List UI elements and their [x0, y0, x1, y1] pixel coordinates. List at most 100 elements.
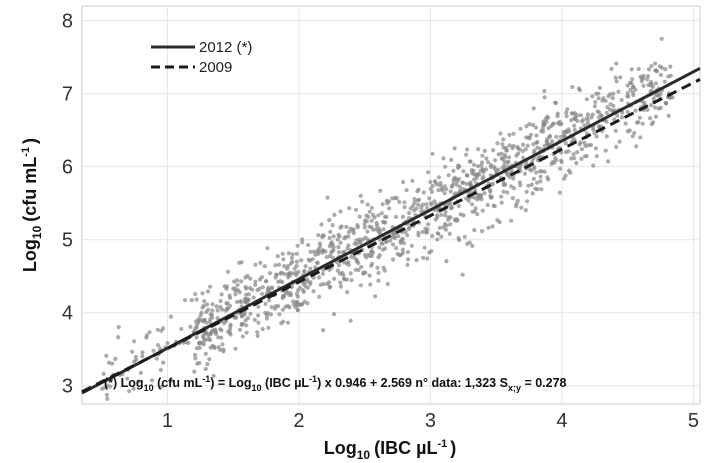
data-point: [256, 320, 261, 325]
data-point: [592, 104, 598, 109]
data-point: [412, 200, 417, 205]
data-point: [317, 275, 322, 280]
data-point: [620, 115, 625, 120]
data-point: [101, 371, 106, 376]
data-point: [466, 198, 471, 203]
data-point: [405, 250, 411, 255]
data-point: [642, 100, 647, 106]
data-point: [116, 335, 121, 340]
data-point: [233, 346, 238, 351]
data-point: [179, 326, 184, 332]
data-point: [421, 190, 426, 195]
data-point: [203, 366, 208, 372]
data-point: [213, 331, 219, 336]
data-point: [235, 299, 240, 305]
data-point: [362, 252, 367, 258]
data-point: [596, 96, 601, 101]
data-point: [507, 155, 512, 160]
data-point: [170, 378, 175, 383]
data-point: [564, 114, 569, 119]
regression-line-1: [81, 78, 701, 394]
regression-equation: (*) Log10 (cfu mL-1) = Log10 (IBC µL-1) …: [104, 374, 567, 393]
data-point: [414, 258, 419, 263]
y-tick-label: 3: [62, 376, 73, 398]
data-point: [416, 202, 421, 207]
data-point: [331, 312, 337, 317]
data-point: [301, 289, 306, 294]
data-point: [563, 141, 568, 146]
data-point: [327, 218, 332, 223]
data-point: [407, 210, 412, 216]
data-point: [397, 199, 402, 204]
data-point: [202, 331, 207, 336]
data-point: [368, 282, 373, 287]
data-point: [505, 160, 510, 165]
data-point: [372, 215, 377, 220]
data-point: [140, 350, 145, 355]
data-point: [630, 90, 636, 95]
data-point: [369, 205, 374, 210]
data-point: [646, 67, 652, 72]
data-point: [306, 242, 311, 248]
data-point: [102, 385, 108, 390]
data-point: [613, 75, 618, 80]
data-point: [188, 324, 193, 329]
data-point: [200, 291, 205, 296]
data-point: [570, 84, 575, 90]
data-point: [308, 266, 313, 271]
data-point: [649, 81, 654, 87]
data-point: [482, 148, 487, 153]
data-point: [645, 77, 650, 82]
data-point: [320, 271, 325, 276]
data-point: [264, 316, 270, 321]
data-point: [464, 181, 469, 186]
data-point: [292, 266, 297, 271]
data-point: [285, 320, 291, 325]
data-point: [471, 195, 477, 200]
data-point: [656, 106, 661, 111]
data-point: [242, 312, 247, 317]
data-point: [210, 308, 215, 313]
data-point: [531, 176, 537, 181]
data-point: [625, 91, 630, 96]
data-point: [108, 384, 113, 389]
data-point: [572, 123, 577, 128]
data-point: [233, 314, 238, 319]
data-point: [136, 379, 141, 384]
data-point: [335, 237, 340, 242]
data-point: [200, 341, 205, 346]
data-point: [364, 219, 369, 224]
data-point: [158, 367, 163, 372]
data-point: [269, 286, 274, 291]
x-tick-label: 2: [293, 410, 304, 432]
grid: [82, 6, 700, 404]
data-point: [542, 88, 547, 94]
data-point: [197, 360, 202, 366]
data-point: [632, 130, 637, 136]
data-point: [441, 156, 446, 161]
data-point: [535, 180, 540, 185]
data-point: [293, 304, 298, 309]
data-point: [569, 111, 574, 116]
data-point: [378, 228, 383, 233]
data-point: [530, 122, 536, 127]
data-point: [110, 361, 115, 366]
data-point: [207, 319, 212, 325]
data-point: [557, 190, 562, 195]
data-point: [203, 337, 208, 342]
data-point: [579, 156, 584, 161]
data-point: [491, 148, 496, 153]
data-point: [619, 97, 624, 103]
data-point: [161, 360, 166, 365]
data-point: [448, 189, 453, 194]
data-point: [412, 196, 417, 202]
data-point: [303, 264, 308, 269]
data-point: [327, 267, 332, 272]
data-point: [237, 260, 242, 265]
data-point: [244, 323, 249, 328]
data-point: [367, 209, 372, 214]
data-point: [482, 191, 487, 196]
data-point: [378, 188, 383, 193]
data-point: [342, 236, 347, 241]
data-point: [223, 319, 229, 324]
